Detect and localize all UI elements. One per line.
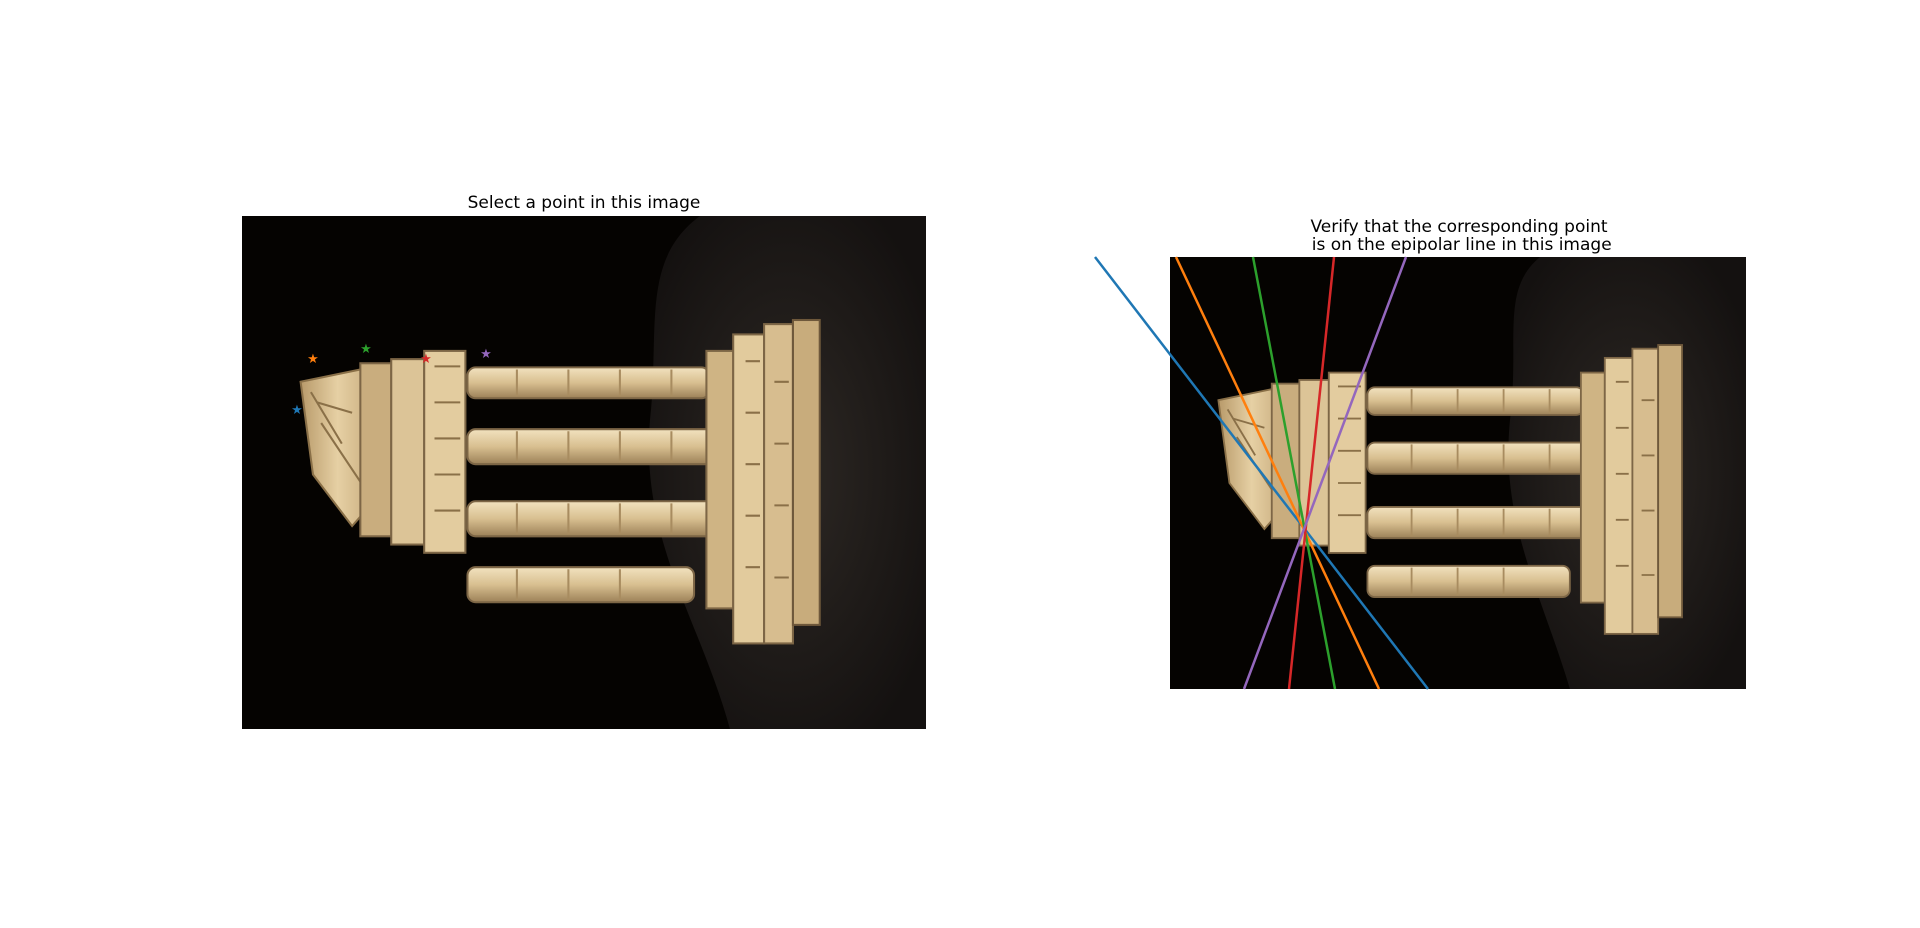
right-image-title: Verify that the corresponding point is o… [1170,218,1748,254]
right-title-line1: Verify that the corresponding point [1310,217,1608,237]
selected-point-4-icon: ★ [420,352,432,367]
right-image-panel [1094,256,1746,690]
right-title-line2: is on the epipolar line in this image [1311,235,1612,255]
epipolar-line-4 [1287,256,1336,690]
epipolar-line-5 [1242,256,1408,690]
selected-point-3-icon: ★ [360,342,372,357]
selected-points: ★ ★ ★ ★ ★ [291,342,492,418]
epipolar-line-3 [1251,256,1337,690]
left-image-title: Select a point in this image [467,193,701,213]
epipolar-lines [1094,256,1429,690]
selected-point-5-icon: ★ [480,347,492,362]
left-image-panel[interactable]: ★ ★ ★ ★ ★ [242,216,926,729]
epipolar-line-2 [1174,256,1381,690]
selected-point-1-icon: ★ [291,403,303,418]
selected-point-2-icon: ★ [307,352,319,367]
epipolar-line-1 [1094,256,1429,690]
